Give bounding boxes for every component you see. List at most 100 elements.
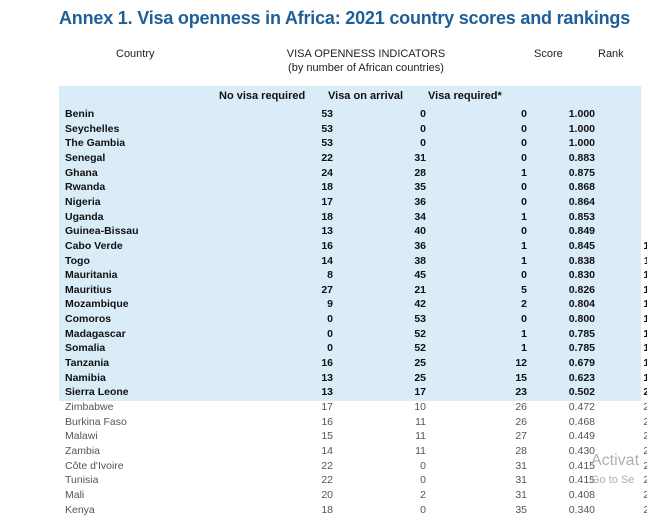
no-visa-cell: 14 — [321, 254, 333, 267]
no-visa-cell: 8 — [327, 269, 333, 282]
score-cell: 0.449 — [568, 430, 595, 443]
rank-cell: 12 — [643, 269, 647, 282]
table-row: Togo 14 38 1 0.838 11 — [59, 254, 647, 269]
no-visa-cell: 15 — [321, 430, 333, 443]
no-visa-cell: 9 — [327, 298, 333, 311]
no-visa-cell: 20 — [321, 488, 333, 501]
no-visa-cell: 53 — [321, 108, 333, 120]
rank-cell: 7 — [615, 195, 647, 210]
on-arrival-cell: 42 — [414, 298, 426, 311]
score-column-header: Score — [534, 48, 563, 60]
rank-cell: 1 — [615, 107, 647, 122]
rank-cell: 24 — [643, 444, 647, 457]
on-arrival-cell: 21 — [414, 283, 426, 296]
required-cell: 31 — [515, 459, 527, 472]
rank-cell: 8 — [615, 210, 647, 225]
country-cell: The Gambia — [65, 137, 126, 150]
country-cell: Senegal — [65, 151, 106, 164]
no-visa-cell: 18 — [321, 503, 333, 516]
no-visa-cell: 13 — [321, 225, 333, 238]
country-cell: Togo — [65, 254, 90, 267]
score-cell: 0.415 — [568, 459, 595, 472]
table-row: Côte d'Ivoire 22 0 31 0.415 25 — [59, 459, 647, 474]
score-cell: 0.883 — [568, 151, 595, 164]
on-arrival-cell: 25 — [414, 371, 426, 384]
on-arrival-cell: 0 — [420, 108, 426, 120]
table-row: Malawi 15 11 27 0.449 23 — [59, 429, 647, 444]
country-cell: Tunisia — [65, 474, 99, 487]
required-cell: 12 — [515, 357, 527, 370]
table-row: Tunisia 22 0 31 0.415 25 — [59, 473, 647, 488]
no-visa-cell: 24 — [321, 166, 333, 179]
rank-cell: 16 — [643, 342, 647, 355]
rank-cell: 13 — [643, 283, 647, 296]
on-arrival-cell: 45 — [414, 269, 426, 282]
no-visa-cell: 18 — [321, 210, 333, 223]
score-cell: 0.804 — [568, 298, 595, 311]
country-cell: Benin — [65, 108, 95, 120]
table-row: Comoros 0 53 0 0.800 15 — [59, 312, 647, 327]
on-arrival-cell: 17 — [414, 386, 426, 399]
required-cell: 1 — [521, 327, 527, 340]
table-row: Somalia 0 52 1 0.785 16 — [59, 341, 647, 356]
country-cell: Somalia — [65, 342, 106, 355]
score-cell: 0.340 — [568, 503, 595, 516]
required-cell: 1 — [521, 254, 527, 267]
table-row: Sierra Leone 13 17 23 0.502 20 — [59, 385, 647, 400]
on-arrival-cell: 36 — [414, 195, 426, 208]
on-arrival-cell: 0 — [420, 122, 426, 135]
required-cell: 26 — [515, 415, 527, 428]
required-cell: 0 — [521, 151, 527, 164]
score-cell: 0.826 — [568, 283, 595, 296]
rank-cell: 4 — [615, 151, 647, 166]
activation-watermark-sub: Go to Se — [591, 474, 635, 486]
required-cell: 0 — [521, 195, 527, 208]
on-arrival-cell: 0 — [420, 459, 426, 472]
required-cell: 31 — [515, 474, 527, 487]
on-arrival-cell: 11 — [415, 430, 426, 443]
score-cell: 0.679 — [568, 357, 595, 370]
required-cell: 0 — [521, 313, 527, 326]
rank-cell: 25 — [643, 459, 647, 472]
table-row: Mali 20 2 31 0.408 27 — [59, 488, 647, 503]
no-visa-cell: 22 — [321, 459, 333, 472]
indicators-subheader: (by number of African countries) — [288, 62, 444, 74]
country-cell: Seychelles — [65, 122, 120, 135]
required-cell: 0 — [521, 269, 527, 282]
country-cell: Burkina Faso — [65, 415, 127, 428]
required-cell: 35 — [515, 503, 527, 516]
table-row: Cabo Verde 16 36 1 0.845 10 — [59, 239, 647, 254]
score-cell: 1.000 — [568, 108, 595, 120]
required-cell: 0 — [521, 108, 527, 120]
on-arrival-cell: 2 — [420, 488, 426, 501]
on-arrival-cell: 35 — [414, 181, 426, 194]
country-cell: Zimbabwe — [65, 401, 114, 413]
country-cell: Malawi — [65, 430, 98, 443]
score-cell: 0.468 — [568, 415, 595, 428]
no-visa-cell: 13 — [321, 386, 333, 399]
rank-cell: 9 — [615, 224, 647, 239]
table-row: Madagascar 0 52 1 0.785 16 — [59, 327, 647, 342]
activation-watermark: Activat — [591, 452, 640, 469]
on-arrival-cell: 36 — [414, 239, 426, 252]
required-cell: 0 — [521, 181, 527, 194]
score-cell: 0.838 — [568, 254, 595, 267]
on-arrival-cell: 40 — [414, 225, 426, 238]
annex-title: Annex 1. Visa openness in Africa: 2021 c… — [59, 8, 631, 28]
rank-cell: 5 — [615, 166, 647, 181]
on-arrival-cell: 0 — [420, 503, 426, 516]
rank-cell: 14 — [643, 298, 647, 311]
score-cell: 1.000 — [568, 137, 595, 150]
country-cell: Zambia — [65, 444, 101, 457]
rank-cell: 15 — [643, 313, 647, 326]
table-row: Zimbabwe 17 10 26 0.472 21 — [59, 400, 647, 415]
no-visa-cell: 18 — [321, 181, 333, 194]
required-cell: 26 — [515, 401, 527, 413]
required-cell: 1 — [521, 210, 527, 223]
